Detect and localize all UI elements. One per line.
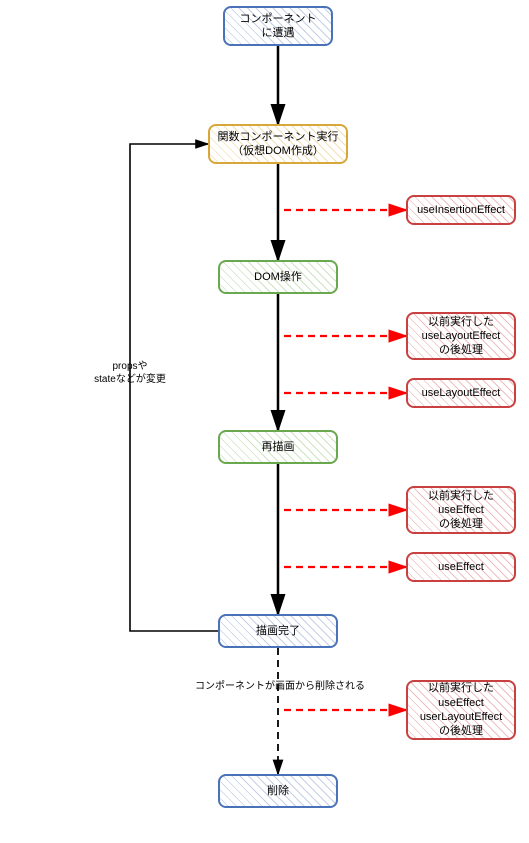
node-label: useLayoutEffect — [422, 386, 501, 400]
node-label: 関数コンポーネント実行 （仮想DOM作成） — [218, 130, 339, 159]
label-remove-label: コンポーネントが画面から削除される — [190, 680, 370, 693]
node-label: 以前実行した useEffect userLayoutEffect の後処理 — [420, 681, 502, 738]
edge-drawdone-to-exec — [130, 144, 218, 631]
node-rerender: 再描画 — [218, 430, 338, 464]
node-label: 再描画 — [262, 440, 295, 454]
flowchart-canvas: コンポーネント に遭遇関数コンポーネント実行 （仮想DOM作成） DOM操作再描画… — [0, 0, 529, 843]
node-drawdone: 描画完了 — [218, 614, 338, 648]
node-useLayout: useLayoutEffect — [406, 378, 516, 408]
node-encounter: コンポーネント に遭遇 — [223, 6, 333, 46]
node-label: 削除 — [267, 784, 289, 798]
label-loop-label: propsや stateなどが変更 — [90, 360, 170, 386]
node-useEffect: useEffect — [406, 552, 516, 582]
node-label: 以前実行した useLayoutEffect の後処理 — [422, 315, 501, 358]
node-layoutClean: 以前実行した useLayoutEffect の後処理 — [406, 312, 516, 360]
node-domop: DOM操作 — [218, 260, 338, 294]
node-label: useInsertionEffect — [417, 203, 505, 217]
node-removeClean: 以前実行した useEffect userLayoutEffect の後処理 — [406, 680, 516, 740]
node-delete: 削除 — [218, 774, 338, 808]
node-label: DOM操作 — [254, 270, 302, 284]
node-effectClean: 以前実行した useEffect の後処理 — [406, 486, 516, 534]
node-exec: 関数コンポーネント実行 （仮想DOM作成） — [208, 124, 348, 164]
node-label: useEffect — [438, 560, 484, 574]
node-label: 以前実行した useEffect の後処理 — [428, 489, 494, 532]
node-label: コンポーネント に遭遇 — [240, 12, 317, 41]
node-label: 描画完了 — [256, 624, 300, 638]
node-useInsertion: useInsertionEffect — [406, 195, 516, 225]
